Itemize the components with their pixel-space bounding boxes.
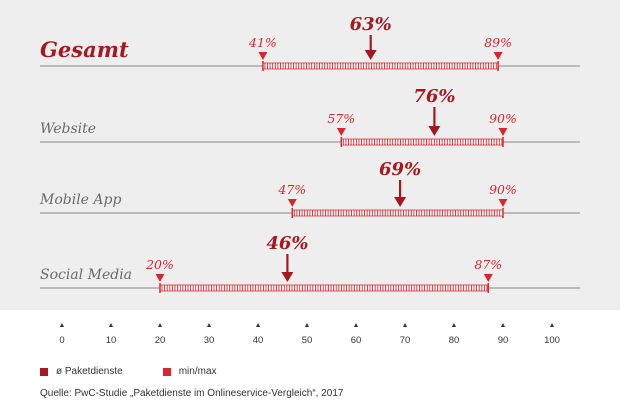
average-arrow-head — [428, 126, 441, 136]
axis-tick — [207, 323, 211, 327]
min-marker — [287, 199, 297, 207]
axis-tick-label: 70 — [400, 335, 411, 346]
axis-tick — [354, 323, 358, 327]
min-marker — [155, 274, 165, 282]
axis-tick — [550, 323, 554, 327]
row-label: Social Media — [40, 267, 132, 283]
range-bar-bg — [341, 139, 503, 145]
average-label: 76% — [413, 86, 455, 107]
axis-tick-label: 20 — [155, 335, 166, 346]
axis-tick-label: 50 — [302, 335, 313, 346]
axis-tick-label: 0 — [59, 335, 64, 346]
max-label: 90% — [489, 111, 517, 126]
legend: ø Paketdienste min/max — [40, 366, 257, 377]
max-label: 89% — [484, 35, 512, 50]
max-marker — [498, 128, 508, 136]
axis-tick — [403, 323, 407, 327]
range-bar-bg — [160, 285, 489, 291]
legend-swatch-average — [40, 367, 48, 376]
max-marker — [483, 274, 493, 282]
row-label: Website — [40, 121, 96, 137]
axis-tick-label: 30 — [204, 335, 215, 346]
range-bar-bg — [292, 210, 503, 216]
min-marker — [336, 128, 346, 136]
legend-item-average: ø Paketdienste — [40, 366, 123, 377]
axis-tick — [158, 323, 162, 327]
max-marker — [493, 52, 503, 60]
source-note: Quelle: PwC-Studie „Paketdienste im Onli… — [40, 388, 344, 399]
max-marker — [498, 199, 508, 207]
max-label: 90% — [489, 182, 517, 197]
axis-tick-label: 80 — [449, 335, 460, 346]
average-label: 63% — [350, 14, 392, 35]
max-label: 87% — [474, 257, 502, 272]
axis-tick-label: 100 — [544, 335, 560, 346]
axis-tick-label: 60 — [351, 335, 362, 346]
legend-item-minmax: min/max — [162, 366, 217, 377]
min-marker — [258, 52, 268, 60]
legend-swatch-minmax — [162, 367, 171, 376]
axis-tick-label: 10 — [106, 335, 117, 346]
average-arrow-head — [281, 272, 294, 282]
min-label: 47% — [277, 182, 306, 197]
min-label: 20% — [145, 257, 174, 272]
axis-tick — [452, 323, 456, 327]
row-label: Mobile App — [39, 192, 121, 208]
axis-tick — [501, 323, 505, 327]
axis-tick — [60, 323, 64, 327]
row-label: Gesamt — [40, 37, 129, 62]
range-bar-bg — [262, 63, 499, 69]
average-arrow-head — [364, 50, 377, 60]
axis-tick — [305, 323, 309, 327]
axis-tick — [256, 323, 260, 327]
average-label: 69% — [379, 159, 421, 180]
min-label: 41% — [248, 35, 277, 50]
average-label: 46% — [266, 233, 308, 254]
average-arrow-head — [394, 197, 407, 207]
axis-tick-label: 90 — [498, 335, 509, 346]
min-label: 57% — [327, 111, 355, 126]
legend-label-minmax: min/max — [178, 366, 217, 377]
axis-tick — [109, 323, 113, 327]
axis-tick-label: 40 — [253, 335, 264, 346]
chart-panel — [0, 0, 620, 310]
legend-label-average: ø Paketdienste — [56, 366, 123, 377]
